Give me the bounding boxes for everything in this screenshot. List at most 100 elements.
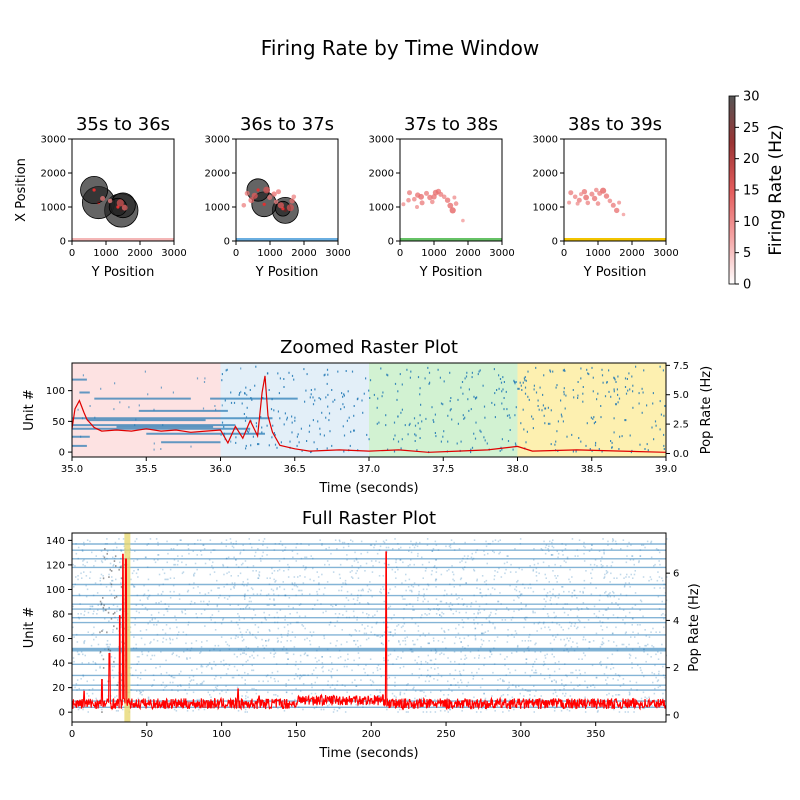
spike xyxy=(622,683,625,685)
spike xyxy=(427,654,429,657)
spike xyxy=(153,638,155,641)
spike xyxy=(332,400,334,403)
spike xyxy=(598,448,600,450)
spike xyxy=(628,611,631,614)
spike xyxy=(449,708,451,711)
spike xyxy=(279,417,281,420)
spike xyxy=(540,673,542,675)
spike xyxy=(625,576,627,578)
spike xyxy=(291,431,293,434)
spike xyxy=(326,705,329,707)
spike xyxy=(569,581,571,583)
spike xyxy=(269,598,271,600)
spike xyxy=(115,595,118,598)
spike xyxy=(81,577,83,579)
spike xyxy=(491,695,493,697)
x-axis-label: Y Position xyxy=(419,265,483,280)
spike xyxy=(165,608,167,610)
spike xyxy=(587,608,589,610)
spike xyxy=(222,617,225,620)
spike xyxy=(539,651,542,653)
spike xyxy=(220,433,222,436)
spike xyxy=(561,550,564,552)
spike xyxy=(417,599,419,602)
spike xyxy=(343,450,345,453)
spike xyxy=(382,643,384,646)
spike xyxy=(321,544,323,546)
spike xyxy=(364,627,366,630)
spike xyxy=(201,641,203,643)
spike xyxy=(428,642,430,645)
spike xyxy=(431,550,434,552)
spike xyxy=(426,614,428,616)
spike xyxy=(501,448,503,451)
spike xyxy=(389,653,392,656)
spike xyxy=(336,548,338,550)
spike xyxy=(553,611,555,614)
spike xyxy=(551,545,553,548)
spike xyxy=(338,573,341,576)
spike xyxy=(417,376,420,379)
spike xyxy=(169,590,172,593)
spike xyxy=(80,651,83,653)
spike xyxy=(618,694,621,696)
spike xyxy=(560,626,563,629)
spike xyxy=(404,630,406,632)
spike xyxy=(199,539,202,541)
spike xyxy=(237,613,239,615)
spike xyxy=(561,543,563,545)
spike xyxy=(491,587,494,589)
spike xyxy=(353,615,355,618)
spike xyxy=(221,690,223,692)
spike xyxy=(449,400,451,403)
spike xyxy=(589,582,592,584)
spike xyxy=(258,680,260,683)
spike xyxy=(414,544,417,546)
spike xyxy=(410,584,413,587)
spike xyxy=(268,444,270,447)
spike xyxy=(535,391,538,394)
spike xyxy=(471,371,473,374)
spike xyxy=(315,706,318,708)
spike xyxy=(615,694,617,696)
spike xyxy=(361,624,363,626)
y-tick-label: 0 xyxy=(59,448,65,459)
spike xyxy=(260,560,262,562)
spike xyxy=(380,642,383,645)
spike xyxy=(77,408,79,411)
spike xyxy=(356,640,359,642)
spike xyxy=(537,405,539,407)
spike xyxy=(312,403,315,406)
spike xyxy=(135,610,138,613)
spike xyxy=(417,656,420,658)
spike xyxy=(550,409,552,412)
spike xyxy=(192,710,194,712)
spike xyxy=(225,557,228,560)
spike xyxy=(563,649,565,652)
spike xyxy=(294,582,296,584)
spike xyxy=(241,640,244,642)
spike xyxy=(223,597,226,599)
spike xyxy=(648,579,650,582)
spike xyxy=(300,675,303,678)
spike xyxy=(545,544,548,546)
spike xyxy=(640,669,642,672)
spike xyxy=(494,613,497,615)
spike xyxy=(335,604,337,606)
spike xyxy=(246,604,249,606)
spike xyxy=(146,544,148,546)
spike xyxy=(322,593,325,595)
spike xyxy=(222,659,225,662)
spike xyxy=(630,544,632,546)
spike xyxy=(115,565,117,567)
spike xyxy=(326,368,329,371)
spike xyxy=(554,691,557,694)
x-tick-label: 2000 xyxy=(127,248,152,259)
spike xyxy=(186,692,188,695)
spike xyxy=(389,633,392,636)
spike xyxy=(485,603,488,605)
spike xyxy=(283,570,285,572)
spike xyxy=(142,594,145,597)
spike xyxy=(77,546,80,549)
spike xyxy=(400,546,402,549)
